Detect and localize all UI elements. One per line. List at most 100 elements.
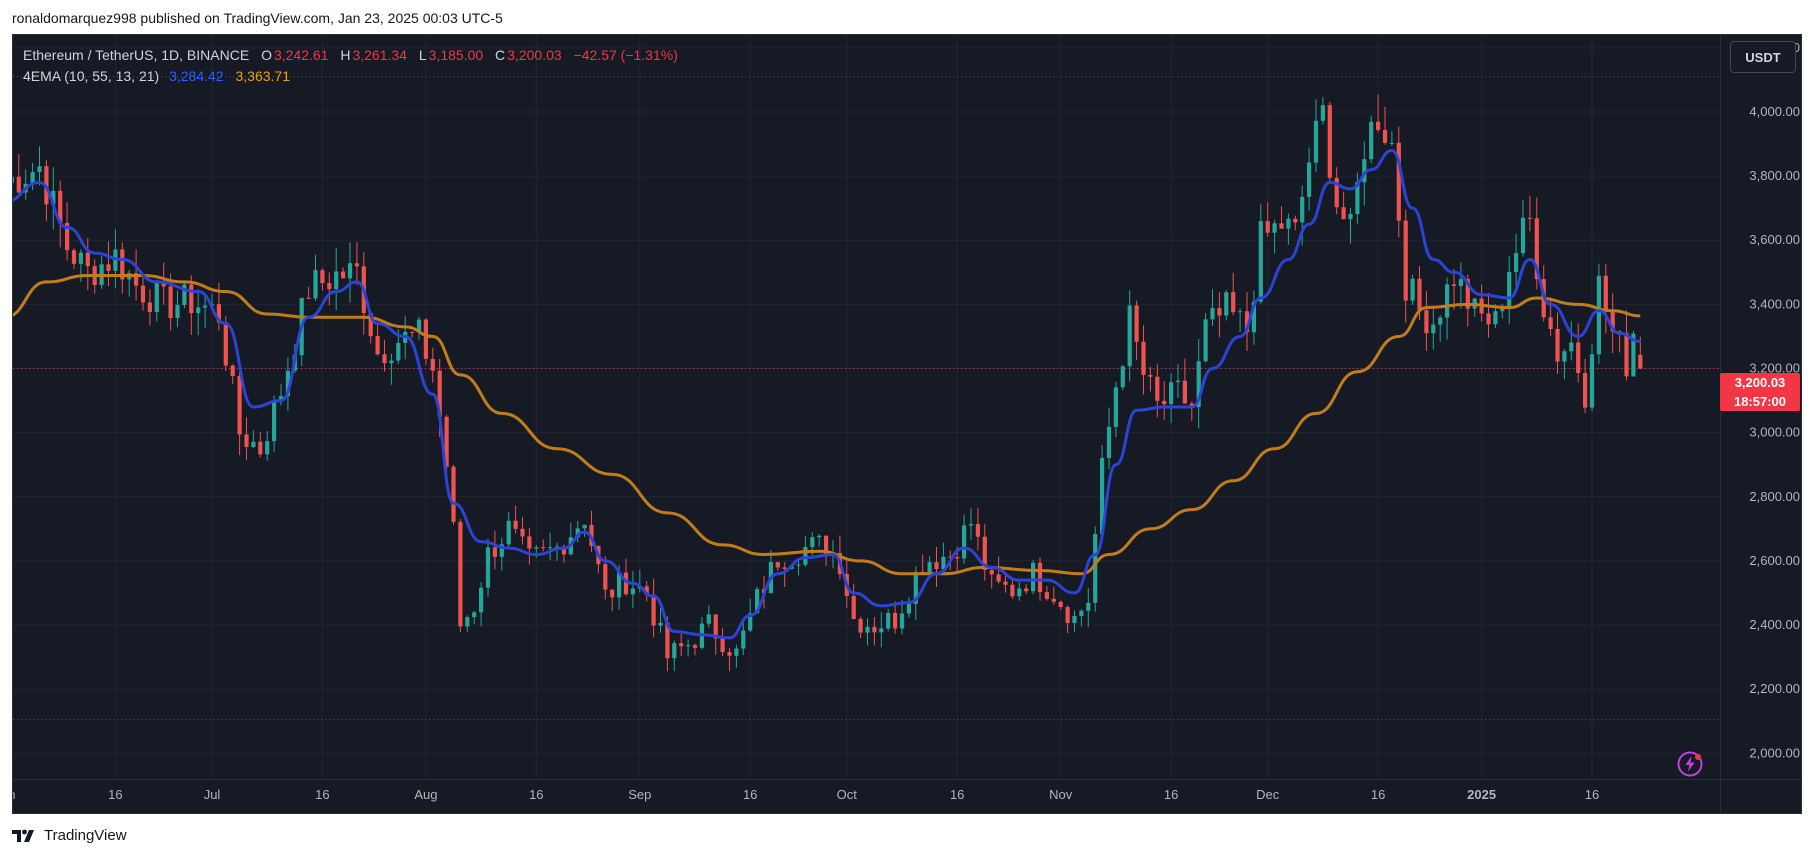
candle-body (1224, 292, 1229, 316)
candle-body (85, 252, 90, 267)
candle-body (230, 365, 235, 377)
candle-body (1458, 279, 1463, 286)
indicator-label[interactable]: 4EMA (10, 55, 13, 21) (23, 68, 160, 84)
candle-body (948, 556, 953, 558)
candle-body (147, 302, 152, 313)
candle-body (1189, 403, 1194, 408)
candle-body (1300, 196, 1305, 223)
candle-body (244, 434, 249, 447)
candle-body (1100, 458, 1105, 535)
candle-body (140, 285, 146, 303)
candle-body (623, 572, 629, 595)
x-tick-label: Sep (628, 787, 651, 802)
x-tick-label: 16 (315, 787, 329, 802)
y-tick-label: 3,000.00 (1749, 425, 1800, 440)
change-value: −42.57 (−1.31%) (573, 47, 678, 63)
candle-body (1334, 177, 1339, 208)
candle-body (430, 358, 435, 371)
candle-body (189, 284, 194, 314)
x-tick-label: 16 (529, 787, 543, 802)
candle-body (1182, 380, 1187, 404)
low-key: L (418, 47, 427, 63)
candle-body (1569, 342, 1574, 352)
candle-body (1313, 120, 1319, 163)
chart-panel[interactable]: 2,000.00 2,200.00 2,400.00 2,600.00 2,800.00… (12, 34, 1802, 814)
candle-body (603, 564, 608, 590)
candle-body (1148, 374, 1153, 377)
ema-slow-line (13, 274, 1641, 576)
price-chart[interactable]: 2,000.00 2,200.00 2,400.00 2,600.00 2,800.00… (13, 35, 1802, 814)
candle-body (1396, 142, 1401, 221)
candle-body (1555, 328, 1560, 362)
y-tick-label: 2,000.00 (1749, 745, 1800, 760)
candle-body (1238, 311, 1243, 313)
candle-body (1017, 588, 1022, 597)
candle-body (575, 528, 580, 538)
candle-body (499, 544, 504, 557)
candle-body (1244, 311, 1250, 333)
lightning-icon[interactable] (1676, 750, 1704, 778)
candle-body (223, 322, 228, 366)
candle-body (1589, 354, 1595, 408)
symbol-label[interactable]: Ethereum / TetherUS, 1D, BINANCE (23, 47, 250, 63)
candle-body (492, 547, 497, 557)
candle-body (644, 586, 649, 595)
candle-body (78, 252, 83, 264)
candle-body (1348, 213, 1353, 220)
candle-body (1417, 278, 1422, 311)
candle-body (893, 612, 898, 629)
candle-body (679, 643, 684, 647)
candle-body (720, 638, 725, 653)
candle-body (727, 652, 732, 656)
candle-body (582, 524, 587, 529)
candle-body (1196, 361, 1201, 408)
candle-body (506, 520, 511, 545)
candle-body (796, 564, 801, 566)
x-tick-label: Jul (204, 787, 221, 802)
candle-body (1134, 305, 1139, 342)
candle-body (941, 556, 946, 570)
candle-body (1465, 279, 1470, 309)
candle-body (51, 190, 56, 205)
candle-body (423, 319, 428, 359)
candle-body (1583, 373, 1588, 408)
bar-countdown: 18:57:00 (1733, 394, 1787, 409)
candle-body (1389, 142, 1394, 144)
candle-body (1362, 159, 1367, 183)
indicator-row: 4EMA (10, 55, 13, 21) 3,284.42 3,363.71 (23, 66, 678, 87)
x-tick-label: Aug (414, 787, 437, 802)
x-tick-label: Jun (13, 787, 15, 802)
candle-body (1106, 426, 1112, 459)
candle-body (216, 304, 221, 323)
candle-body (962, 525, 967, 559)
candle-body (375, 336, 380, 355)
x-tick-label: Nov (1049, 787, 1073, 802)
candle-body (1072, 615, 1077, 624)
candle-body (16, 176, 21, 193)
candle-body (1596, 275, 1601, 355)
candle-body (1279, 223, 1284, 229)
candle-body (1120, 366, 1125, 388)
candle-body (630, 588, 635, 595)
candle-body (748, 613, 753, 631)
candle-body (1500, 307, 1505, 312)
ema-slow-value: 3,363.71 (235, 68, 290, 84)
x-tick-label: 16 (108, 787, 122, 802)
candle-body (713, 614, 718, 639)
candle-body (541, 547, 546, 549)
footer-brand[interactable]: TradingView (12, 827, 127, 844)
candle-body (58, 190, 63, 223)
candle-body (1610, 310, 1615, 332)
open-value: 3,242.61 (273, 47, 329, 63)
candle-body (458, 521, 463, 627)
chart-legend: Ethereum / TetherUS, 1D, BINANCE O 3,242.… (23, 45, 678, 87)
candle-body (182, 284, 187, 305)
candle-body (899, 613, 905, 629)
candle-body (285, 370, 290, 397)
currency-button[interactable]: USDT (1730, 41, 1796, 73)
candle-body (803, 547, 808, 565)
candle-body (1527, 217, 1532, 219)
candle-body (865, 626, 870, 633)
candle-body (872, 626, 877, 633)
candle-body (554, 546, 560, 548)
